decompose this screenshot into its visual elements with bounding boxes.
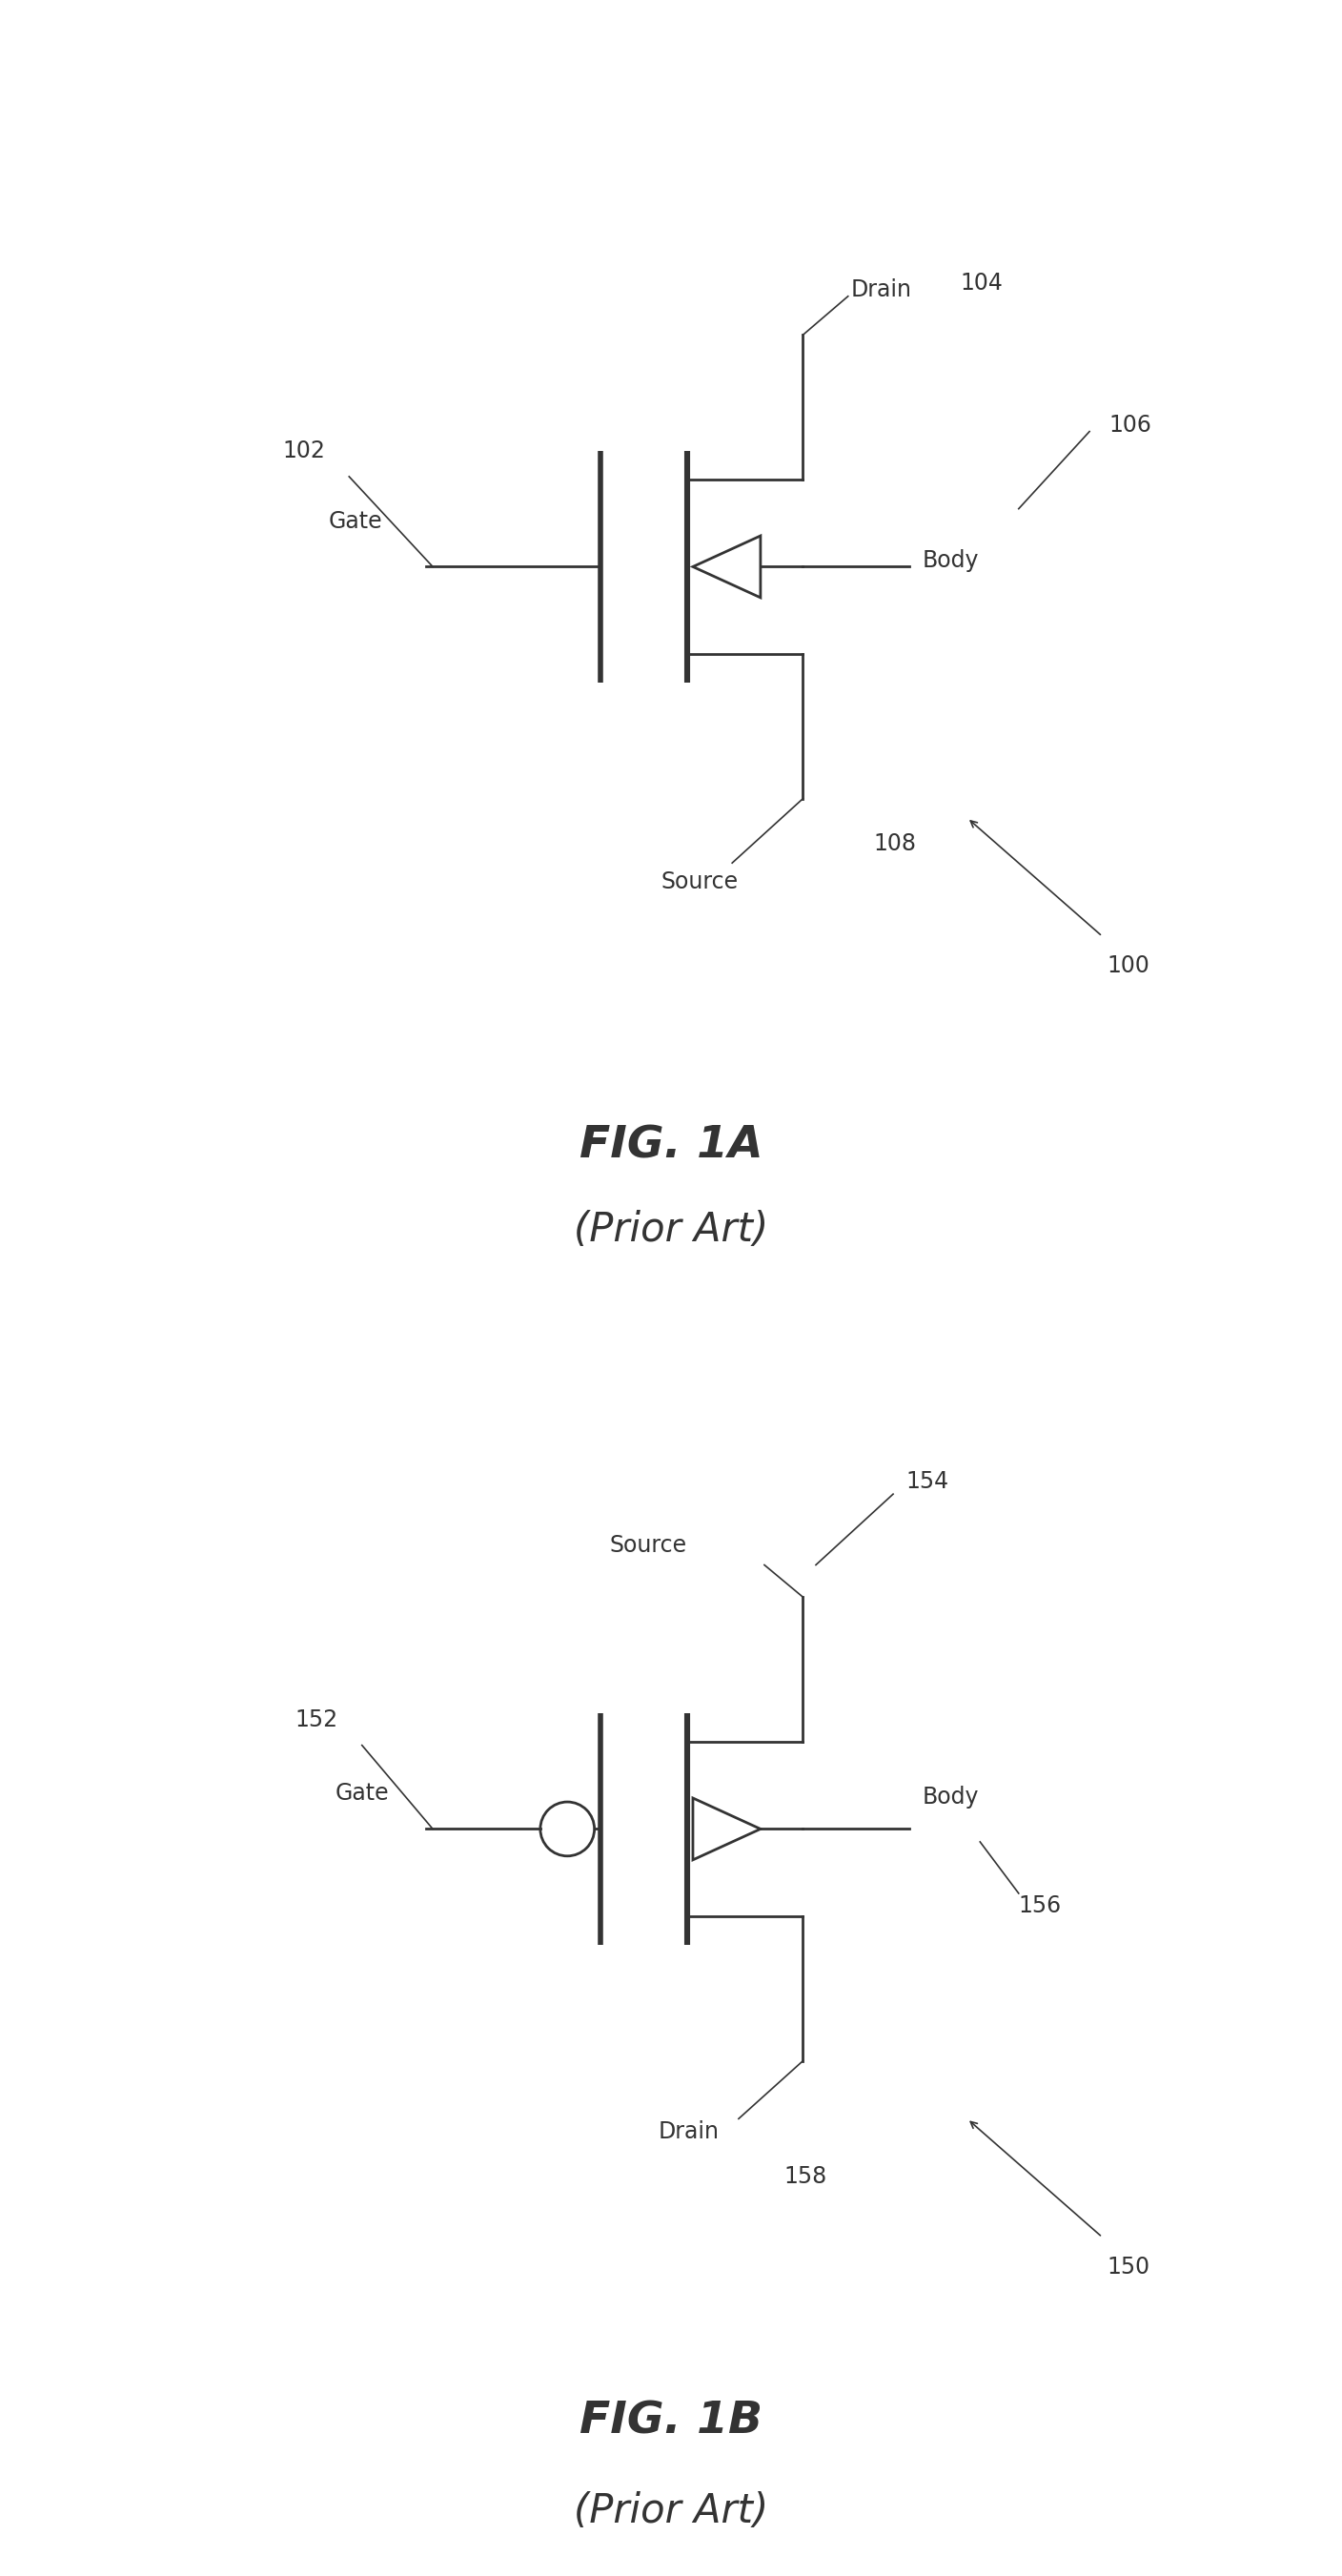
Text: Drain: Drain bbox=[659, 2120, 719, 2143]
Text: Body: Body bbox=[922, 549, 978, 572]
Text: 106: 106 bbox=[1108, 415, 1151, 435]
Text: Source: Source bbox=[662, 871, 738, 894]
Text: 102: 102 bbox=[283, 440, 325, 461]
Text: 158: 158 bbox=[784, 2166, 827, 2187]
Text: Gate: Gate bbox=[336, 1783, 389, 1803]
Text: Drain: Drain bbox=[851, 278, 911, 301]
Text: FIG. 1A: FIG. 1A bbox=[580, 1126, 762, 1167]
Text: 150: 150 bbox=[1107, 2257, 1150, 2277]
Text: 100: 100 bbox=[1107, 956, 1150, 976]
Text: 156: 156 bbox=[1019, 1896, 1062, 1917]
Text: 108: 108 bbox=[874, 832, 917, 855]
Text: 104: 104 bbox=[960, 273, 1002, 294]
Text: 152: 152 bbox=[295, 1708, 338, 1731]
Text: (Prior Art): (Prior Art) bbox=[573, 1211, 769, 1249]
Text: 154: 154 bbox=[906, 1471, 949, 1492]
Text: Body: Body bbox=[922, 1785, 978, 1808]
Text: (Prior Art): (Prior Art) bbox=[573, 2491, 769, 2532]
Text: Source: Source bbox=[609, 1535, 687, 1556]
Text: FIG. 1B: FIG. 1B bbox=[580, 2401, 762, 2442]
Text: Gate: Gate bbox=[329, 510, 382, 533]
